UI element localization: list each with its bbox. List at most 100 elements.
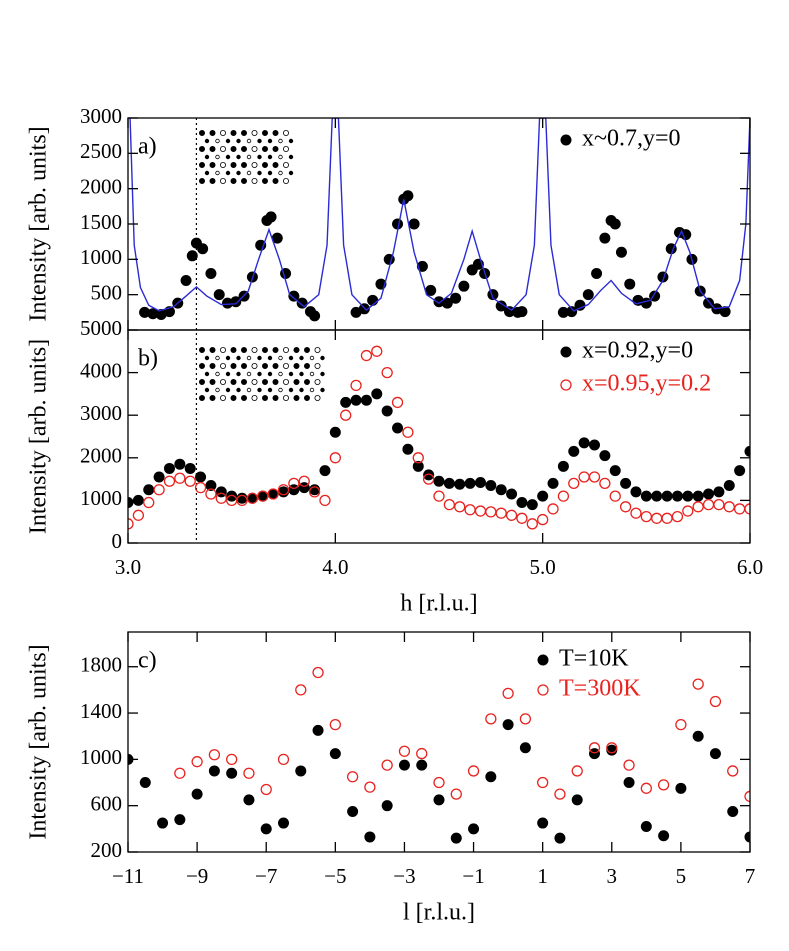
data-point: [360, 349, 373, 362]
data-point: [495, 507, 507, 519]
lattice-site: [272, 177, 279, 184]
lattice-site: [204, 170, 210, 176]
data-point: [450, 292, 462, 304]
data-point: [458, 280, 470, 292]
lattice-site: [293, 346, 300, 353]
data-point: [467, 765, 480, 777]
lattice-site: [230, 346, 237, 353]
data-point: [640, 821, 652, 833]
data-point: [416, 747, 428, 760]
data-point: [516, 306, 528, 318]
lattice-site: [246, 138, 252, 144]
lattice-site: [236, 170, 241, 176]
x-tick-label: −1: [462, 864, 484, 888]
lattice-site: [288, 170, 294, 176]
data-point: [441, 297, 453, 309]
lattice-site: [251, 394, 258, 401]
data-point: [139, 777, 151, 789]
data-point: [591, 267, 603, 279]
data-point: [547, 477, 559, 489]
lattice-site: [299, 355, 304, 361]
legend-marker: [560, 379, 572, 391]
data-point: [485, 506, 497, 518]
data-point: [719, 306, 731, 318]
data-point: [260, 823, 272, 835]
panel-label: a): [138, 134, 157, 160]
data-point: [671, 510, 684, 523]
lattice-site: [278, 138, 283, 144]
lattice-site: [236, 154, 241, 160]
data-point: [381, 800, 393, 812]
data-point: [692, 501, 704, 513]
data-point: [640, 782, 652, 794]
data-point: [416, 759, 428, 771]
data-point: [205, 267, 217, 279]
lattice-site: [257, 355, 262, 361]
data-point: [205, 488, 217, 500]
data-point: [578, 471, 590, 483]
lattice-site: [219, 161, 226, 168]
data-point: [519, 742, 531, 754]
lattice-site: [230, 378, 237, 385]
data-point: [554, 788, 566, 800]
data-point: [502, 687, 514, 700]
y-axis-title: Intensity [arb. units]: [26, 644, 52, 839]
data-point: [298, 475, 310, 487]
data-point: [319, 494, 331, 507]
data-point: [213, 289, 225, 301]
data-point: [347, 805, 359, 817]
lattice-site: [209, 145, 216, 152]
lattice-site: [230, 177, 237, 184]
lattice-site: [251, 362, 258, 369]
data-point: [329, 748, 341, 760]
x-tick-label: 1: [537, 864, 548, 888]
data-point: [174, 472, 186, 484]
data-point: [423, 469, 435, 481]
axes-frame: [127, 329, 751, 544]
lattice-site: [251, 346, 258, 353]
lattice-site: [198, 378, 205, 385]
data-point: [350, 394, 362, 406]
lattice-site: [278, 154, 283, 160]
legend-label: x=0.95,y=0.2: [582, 371, 711, 397]
data-point: [255, 239, 267, 251]
data-point: [433, 776, 445, 789]
data-point: [680, 229, 692, 241]
data-point: [623, 759, 635, 771]
axes-frame: [127, 631, 751, 853]
data-point: [180, 275, 192, 287]
lattice-site: [225, 371, 231, 377]
lattice-site: [261, 346, 268, 353]
panel-label: b): [138, 346, 158, 372]
y-tick-label: 500: [91, 280, 123, 304]
data-point: [640, 490, 652, 502]
legend-label: T=10K: [559, 646, 629, 672]
lattice-site: [282, 145, 289, 152]
lattice-site: [267, 170, 273, 176]
lattice-site: [198, 394, 205, 401]
lattice-site: [278, 355, 283, 361]
data-point: [609, 218, 621, 230]
data-point: [194, 481, 207, 494]
data-point: [487, 289, 499, 301]
data-point: [184, 462, 196, 474]
data-point: [682, 505, 694, 517]
panel-label: c): [138, 648, 157, 674]
lattice-site: [257, 154, 262, 160]
lattice-site: [257, 371, 262, 377]
data-point: [143, 484, 155, 496]
data-point: [205, 479, 217, 491]
lattice-site: [240, 378, 247, 385]
data-point: [537, 817, 549, 829]
data-point: [589, 748, 600, 760]
lattice-site: [261, 129, 268, 136]
data-point: [295, 765, 307, 777]
lattice-site: [299, 371, 304, 377]
x-tick-label: −3: [393, 864, 415, 888]
data-point: [402, 443, 414, 455]
data-point: [153, 471, 165, 483]
lattice-site: [236, 355, 241, 361]
lattice-site: [282, 378, 289, 385]
data-point: [408, 218, 420, 230]
